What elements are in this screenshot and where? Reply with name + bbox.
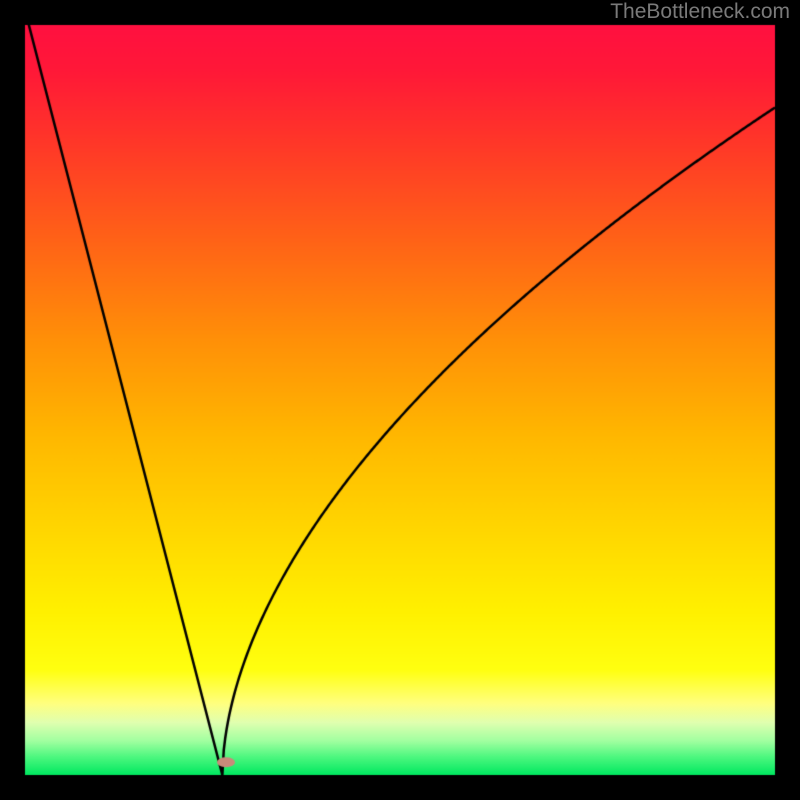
bottleneck-chart [0,0,800,800]
